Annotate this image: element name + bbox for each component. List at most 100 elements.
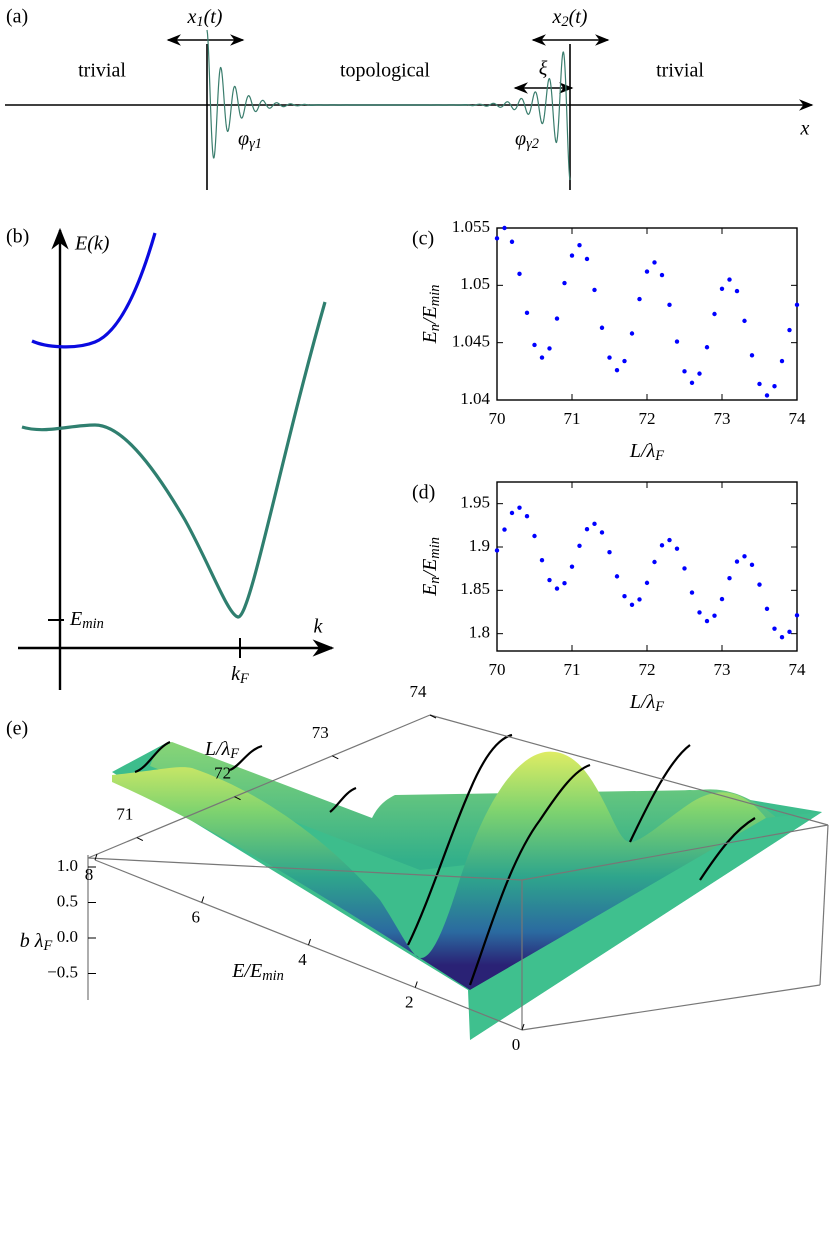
text-run: φ xyxy=(238,128,249,150)
data-point xyxy=(509,510,515,516)
y-tick-label: 2 xyxy=(405,992,414,1011)
subscript: F xyxy=(654,699,664,715)
subscript: F xyxy=(229,746,239,762)
y-tick-label: 1.95 xyxy=(460,493,490,512)
band-curve xyxy=(31,232,157,349)
y-axis-label: En/Emin xyxy=(419,537,444,597)
y-tick-label: 1.05 xyxy=(460,274,490,293)
data-point xyxy=(539,557,545,563)
surface-band xyxy=(150,742,790,870)
x-axis-label: L/λF xyxy=(629,440,664,465)
surface-contour xyxy=(229,744,263,772)
data-point xyxy=(614,574,620,579)
data-point xyxy=(772,626,777,631)
data-point xyxy=(727,576,732,581)
data-point xyxy=(727,277,732,282)
annotation: φγ2 xyxy=(515,128,539,153)
subscript: min xyxy=(262,968,284,984)
x-axis-label: L/λF xyxy=(629,691,664,716)
data-point xyxy=(734,559,740,564)
box-edge xyxy=(87,714,431,859)
data-point xyxy=(682,369,687,374)
text-run: L/λ xyxy=(629,440,656,462)
data-point xyxy=(719,596,725,602)
tick-mark xyxy=(308,938,311,946)
surface-contour xyxy=(468,763,591,986)
annotation: x2(t) xyxy=(552,6,588,31)
box-edge xyxy=(521,824,829,881)
tick-mark xyxy=(521,1023,525,1031)
z-tick-label: −0.5 xyxy=(47,962,78,981)
subscript: min xyxy=(427,285,443,307)
data-point xyxy=(652,559,657,565)
tick-mark xyxy=(94,853,98,861)
y-tick-label: 1.045 xyxy=(452,332,490,351)
text-run: L/λ xyxy=(204,738,231,760)
tick-mark xyxy=(201,896,205,903)
text-run: E xyxy=(419,584,441,597)
x-tick-label: 73 xyxy=(312,723,329,742)
data-point xyxy=(772,384,777,389)
panel-label: (c) xyxy=(412,228,434,250)
surface-hump xyxy=(112,751,766,990)
plot-frame xyxy=(496,227,798,401)
subscript: 1 xyxy=(196,14,203,30)
data-point xyxy=(689,380,695,385)
x-tick-label: 72 xyxy=(639,660,656,679)
x-tick-label: 74 xyxy=(789,660,807,679)
text-run: E xyxy=(69,608,82,630)
y-tick-label: 1.055 xyxy=(452,217,490,236)
text-run: x xyxy=(552,6,562,28)
annotation: ξ xyxy=(539,58,548,80)
tick-mark xyxy=(136,837,144,842)
data-point xyxy=(524,310,530,316)
x-tick-label: 72 xyxy=(639,409,656,428)
x-tick-label: 73 xyxy=(714,660,731,679)
y-tick-label: 1.8 xyxy=(469,623,490,642)
box-edge xyxy=(87,857,523,881)
data-point xyxy=(629,331,635,336)
annotation: topological xyxy=(340,60,430,82)
text-run: /E xyxy=(419,306,441,325)
y-axis-label: E(k) xyxy=(74,233,110,255)
x-tick-label: 74 xyxy=(789,409,807,428)
data-point xyxy=(607,355,612,360)
data-point xyxy=(697,610,702,615)
text-run: (t) xyxy=(204,6,223,28)
y-tick-label: 8 xyxy=(85,865,94,884)
data-point xyxy=(742,318,747,324)
data-point xyxy=(697,371,702,376)
box-edge xyxy=(521,984,821,1031)
data-point xyxy=(779,358,785,364)
text-run: k xyxy=(231,663,241,685)
data-point xyxy=(712,613,717,618)
panel-label: (b) xyxy=(6,226,29,248)
data-point xyxy=(779,635,785,640)
data-point xyxy=(584,526,590,532)
data-point xyxy=(659,543,665,548)
tick-mark xyxy=(234,796,241,801)
data-point xyxy=(704,345,710,350)
data-point xyxy=(569,564,575,569)
y-axis-label: E/Emin xyxy=(231,960,284,985)
data-point xyxy=(599,530,605,535)
data-point xyxy=(502,527,507,532)
z-tick-label: 0.0 xyxy=(57,927,78,946)
data-point xyxy=(539,355,545,360)
x-axis-label: k xyxy=(314,616,324,638)
data-point xyxy=(592,287,597,293)
annotation: trivial xyxy=(78,60,126,82)
data-point xyxy=(644,269,650,274)
y-tick-label: 1.9 xyxy=(469,536,490,555)
data-point xyxy=(592,521,597,527)
data-point xyxy=(509,239,515,244)
data-point xyxy=(562,581,567,586)
data-point xyxy=(502,225,507,231)
data-point xyxy=(682,566,687,571)
data-point xyxy=(794,302,800,308)
data-point xyxy=(577,243,582,248)
tick-mark xyxy=(429,714,437,719)
annotation: φγ1 xyxy=(238,128,262,153)
data-point xyxy=(667,302,672,308)
text-run: φ xyxy=(515,128,526,150)
